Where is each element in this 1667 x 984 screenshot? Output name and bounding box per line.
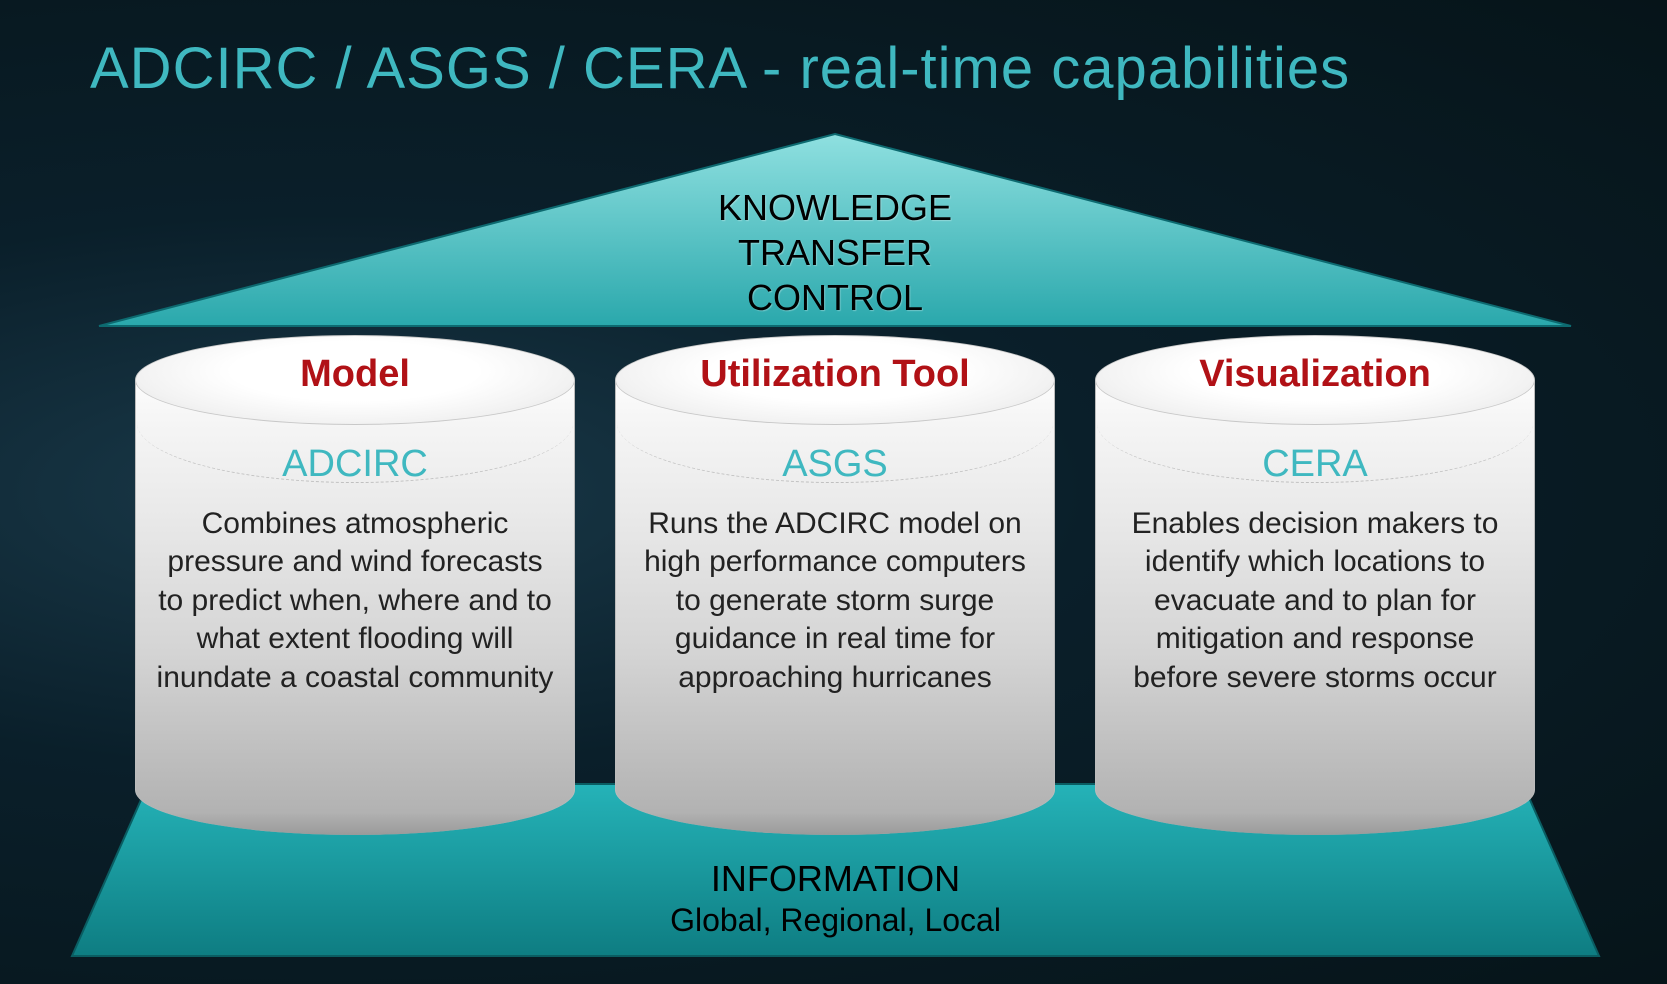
roof-triangle: KNOWLEDGE TRANSFER CONTROL — [95, 130, 1575, 330]
pillar-model: Model ADCIRC Combines atmospheric pressu… — [135, 335, 575, 855]
pillar-utilization: Utilization Tool ASGS Runs the ADCIRC mo… — [615, 335, 1055, 855]
pillar-description: Runs the ADCIRC model on high performanc… — [633, 505, 1037, 697]
pillar-subtitle: ASGS — [615, 443, 1055, 486]
pillar-heading: Visualization — [1095, 353, 1535, 396]
pillar-subtitle: CERA — [1095, 443, 1535, 486]
roof-line3: CONTROL — [95, 275, 1575, 320]
roof-line2: TRANSFER — [95, 230, 1575, 275]
pillar-description: Enables decision makers to identify whic… — [1113, 505, 1517, 697]
base-line1: INFORMATION — [68, 857, 1603, 900]
pillar-heading: Model — [135, 353, 575, 396]
pillar-subtitle: ADCIRC — [135, 443, 575, 486]
base-line2: Global, Regional, Local — [68, 900, 1603, 942]
pillar-heading: Utilization Tool — [615, 353, 1055, 396]
slide-title: ADCIRC / ASGS / CERA - real-time capabil… — [90, 35, 1350, 102]
pillar-visualization: Visualization CERA Enables decision make… — [1095, 335, 1535, 855]
roof-line1: KNOWLEDGE — [95, 185, 1575, 230]
base-label: INFORMATION Global, Regional, Local — [68, 857, 1603, 942]
pillar-description: Combines atmospheric pressure and wind f… — [153, 505, 557, 697]
pillars-row: Model ADCIRC Combines atmospheric pressu… — [135, 335, 1535, 855]
roof-label: KNOWLEDGE TRANSFER CONTROL — [95, 185, 1575, 320]
